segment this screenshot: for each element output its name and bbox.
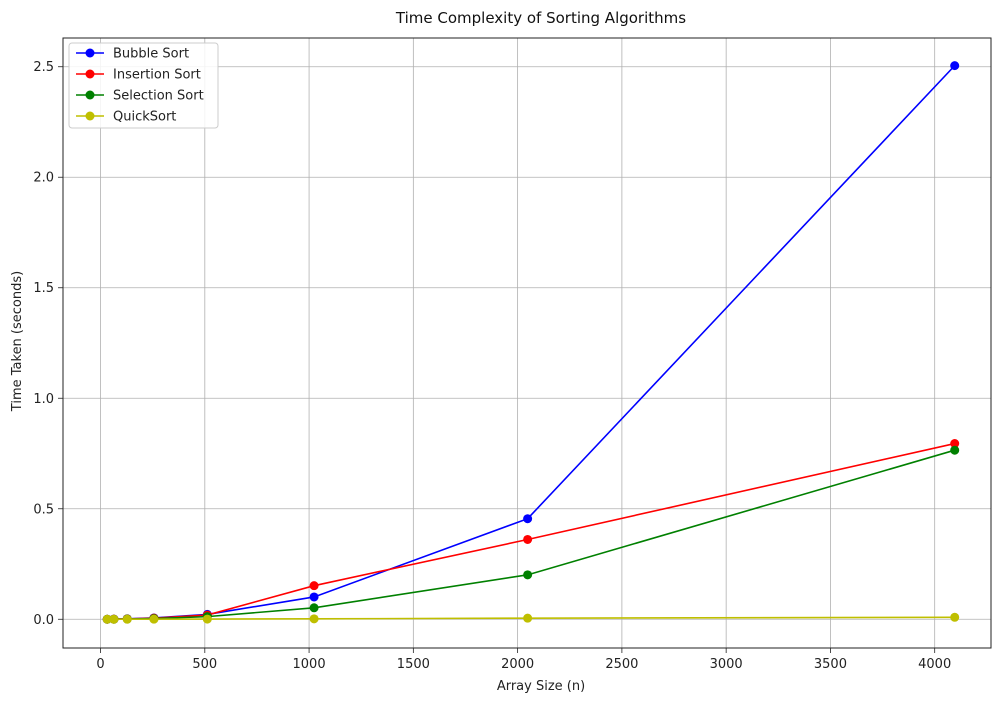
data-point — [950, 445, 960, 455]
legend-marker — [85, 111, 95, 121]
data-point — [950, 612, 960, 622]
y-tick-label: 2.0 — [33, 171, 54, 186]
y-tick-label: 1.0 — [33, 392, 54, 407]
legend-label: Bubble Sort — [113, 47, 189, 62]
data-point — [102, 614, 112, 624]
data-point — [523, 534, 533, 544]
data-point — [950, 439, 960, 449]
x-tick-label: 3000 — [710, 657, 743, 672]
series-quicksort — [102, 612, 960, 624]
data-point — [309, 603, 319, 613]
legend-item: Bubble Sort — [76, 47, 189, 62]
x-tick-label: 0 — [96, 657, 104, 672]
data-point — [202, 614, 212, 624]
x-tick-label: 1000 — [293, 657, 326, 672]
legend-box — [68, 42, 219, 129]
legend-item: QuickSort — [76, 110, 176, 125]
data-point — [122, 614, 132, 624]
data-point — [523, 570, 533, 580]
x-tick-label: 1500 — [397, 657, 430, 672]
data-point — [149, 614, 159, 624]
y-tick-label: 2.5 — [33, 60, 54, 75]
legend-marker — [85, 90, 95, 100]
x-axis-label: Array Size (n) — [497, 679, 585, 694]
series-layer — [102, 61, 960, 624]
y-axis-label: Time Taken (seconds) — [10, 271, 25, 412]
legend-item: Insertion Sort — [76, 68, 201, 83]
x-tick-label: 3500 — [814, 657, 847, 672]
ticks: 0 500 1000 1500 2000 2500 3000 3500 4000 0.0 0.5 1.… — [33, 60, 951, 672]
legend: Bubble Sort Insertion Sort Selection Sort Q… — [68, 42, 219, 129]
x-tick-label: 2500 — [605, 657, 638, 672]
data-point — [309, 581, 319, 591]
axes — [62, 37, 992, 649]
legend-label: Insertion Sort — [113, 68, 201, 83]
data-point — [950, 61, 960, 71]
legend-marker — [85, 69, 95, 79]
y-tick-label: 0.5 — [33, 502, 54, 517]
series-line — [107, 65, 956, 621]
y-tick-label: 1.5 — [33, 281, 54, 296]
data-point — [109, 614, 119, 624]
grid — [63, 38, 991, 648]
y-tick-label: 0.0 — [33, 613, 54, 628]
legend-item: Selection Sort — [76, 89, 204, 104]
legend-label: QuickSort — [113, 110, 176, 125]
plot-frame — [62, 37, 992, 649]
chart-title: Time Complexity of Sorting Algorithms — [395, 9, 686, 27]
data-point — [523, 613, 533, 623]
legend-label: Selection Sort — [113, 89, 204, 104]
data-point — [309, 592, 319, 602]
x-tick-label: 2000 — [501, 657, 534, 672]
series-line — [107, 449, 955, 621]
x-tick-label: 4000 — [918, 657, 951, 672]
series-line — [107, 442, 955, 621]
data-point — [309, 614, 319, 624]
legend-marker — [85, 48, 95, 58]
data-point — [523, 514, 533, 524]
x-tick-label: 500 — [192, 657, 217, 672]
